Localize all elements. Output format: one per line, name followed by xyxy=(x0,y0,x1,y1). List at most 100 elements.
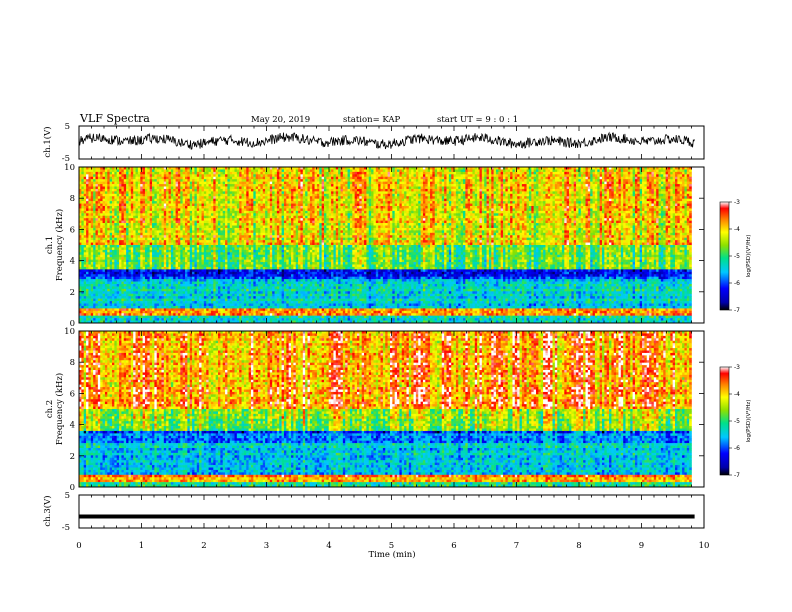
spectrogram-cell xyxy=(600,174,603,177)
spectrogram-cell xyxy=(437,206,440,209)
spectrogram-cell xyxy=(553,206,556,209)
spectrogram-cell xyxy=(666,206,669,209)
spectrogram-cell xyxy=(479,169,482,172)
spectrogram-cell xyxy=(308,191,311,194)
spectrogram-cell xyxy=(385,187,388,190)
spectrogram-cell xyxy=(392,211,395,214)
spectrogram-cell xyxy=(397,191,400,194)
spectrogram-cell xyxy=(242,196,245,199)
spectrogram-cell xyxy=(154,211,157,214)
spectrogram-cell xyxy=(319,174,322,177)
spectrogram-cell xyxy=(538,191,541,194)
spectrogram-cell xyxy=(548,169,551,172)
spectrogram-cell xyxy=(91,182,94,185)
spectrogram-cell xyxy=(136,194,139,197)
spectrogram-cell xyxy=(647,196,650,199)
spectrogram-cell xyxy=(510,177,513,180)
spectrogram-cell xyxy=(376,194,379,197)
spectrogram-cell xyxy=(611,204,614,207)
spectrogram-cell xyxy=(548,206,551,209)
spectrogram-cell xyxy=(472,169,475,172)
spectrogram-cell xyxy=(319,196,322,199)
spectrogram-cell xyxy=(216,191,219,194)
spectrogram-cell xyxy=(430,172,433,175)
spectrogram-cell xyxy=(376,189,379,192)
spectrogram-cell xyxy=(263,201,266,204)
spectrogram-cell xyxy=(604,199,607,202)
spectrogram-cell xyxy=(404,211,407,214)
spectrogram-cell xyxy=(515,182,518,185)
spectrogram-cell xyxy=(494,189,497,192)
spectrogram-cell xyxy=(432,174,435,177)
spectrogram-cell xyxy=(633,179,636,182)
spectrogram-cell xyxy=(581,174,584,177)
spectrogram-cell xyxy=(326,211,329,214)
spectrogram-cell xyxy=(416,211,419,214)
spectrogram-cell xyxy=(402,199,405,202)
spectrogram-cell xyxy=(206,211,209,214)
spectrogram-cell xyxy=(680,204,683,207)
spectrogram-cell xyxy=(355,204,358,207)
spectrogram-cell xyxy=(383,182,386,185)
spectrogram-cell xyxy=(133,201,136,204)
spectrogram-cell xyxy=(673,204,676,207)
spectrogram-cell xyxy=(402,201,405,204)
spectrogram-cell xyxy=(242,199,245,202)
spectrogram-cell xyxy=(117,174,120,177)
spectrogram-cell xyxy=(545,174,548,177)
spectrogram-cell xyxy=(371,169,374,172)
spectrogram-cell xyxy=(159,189,162,192)
spectrogram-cell xyxy=(479,194,482,197)
spectrogram-cell xyxy=(331,191,334,194)
spectrogram-cell xyxy=(171,199,174,202)
spectrogram-cell xyxy=(656,174,659,177)
spectrogram-cell xyxy=(258,211,261,214)
spectrogram-cell xyxy=(472,208,475,211)
spectrogram-cell xyxy=(180,177,183,180)
spectrogram-cell xyxy=(421,206,424,209)
spectrogram-cell xyxy=(218,179,221,182)
spectrogram-cell xyxy=(143,204,146,207)
spectrogram-cell xyxy=(324,189,327,192)
spectrogram-cell xyxy=(576,184,579,187)
spectrogram-cell xyxy=(275,191,278,194)
spectrogram-cell xyxy=(600,177,603,180)
spectrogram-cell xyxy=(402,179,405,182)
spectrogram-cell xyxy=(124,179,127,182)
spectrogram-cell xyxy=(670,204,673,207)
spectrogram-cell xyxy=(376,184,379,187)
spectrogram-cell xyxy=(143,213,146,216)
spectrogram-cell xyxy=(260,189,263,192)
spectrogram-cell xyxy=(329,177,332,180)
spectrogram-cell xyxy=(494,201,497,204)
spectrogram-cell xyxy=(442,177,445,180)
spectrogram-cell xyxy=(110,187,113,190)
spectrogram-cell xyxy=(531,204,534,207)
spectrogram-cell xyxy=(666,199,669,202)
spectrogram-cell xyxy=(564,201,567,204)
spectrogram-cell xyxy=(430,211,433,214)
spectrogram-cell xyxy=(117,189,120,192)
spectrogram-cell xyxy=(350,179,353,182)
spectrogram-cell xyxy=(621,177,624,180)
spectrogram-cell xyxy=(677,196,680,199)
spectrogram-cell xyxy=(550,172,553,175)
spectrogram-cell xyxy=(246,208,249,211)
spectrogram-cell xyxy=(642,189,645,192)
spectrogram-cell xyxy=(644,189,647,192)
spectrogram-cell xyxy=(378,208,381,211)
spectrogram-cell xyxy=(494,182,497,185)
spectrogram-cell xyxy=(498,199,501,202)
spectrogram-cell xyxy=(585,189,588,192)
spectrogram-cell xyxy=(649,211,652,214)
spectrogram-cell xyxy=(635,174,638,177)
spectrogram-cell xyxy=(194,211,197,214)
spectrogram-cell xyxy=(315,177,318,180)
spectrogram-cell xyxy=(451,194,454,197)
spectrogram-cell xyxy=(593,206,596,209)
spectrogram-cell xyxy=(145,213,148,216)
spectrogram-cell xyxy=(677,201,680,204)
spectrogram-cell xyxy=(517,208,520,211)
spectrogram-cell xyxy=(402,204,405,207)
spectrogram-cell xyxy=(329,189,332,192)
